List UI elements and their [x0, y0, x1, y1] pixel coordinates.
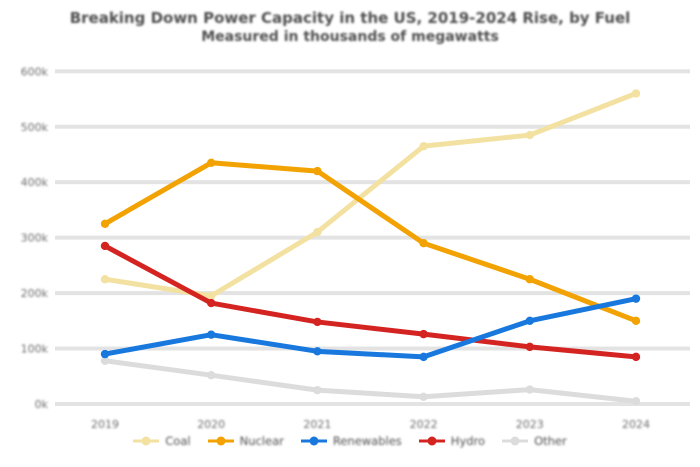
y-tick-label: 500k	[21, 121, 49, 134]
data-point-renewables	[100, 349, 110, 359]
y-tick-label: 100k	[21, 343, 49, 356]
legend-label: Hydro	[450, 434, 486, 448]
data-point-hydro	[207, 298, 216, 308]
legend-label: Coal	[165, 434, 191, 448]
data-point-hydro	[100, 241, 110, 251]
x-tick-label: 2024	[622, 418, 650, 431]
gridline	[55, 402, 690, 406]
chart-title: Breaking Down Power Capacity in the US, …	[0, 8, 700, 46]
legend-line-icon	[502, 436, 529, 446]
legend-item-other: Other	[502, 434, 567, 448]
gridline	[55, 180, 690, 185]
y-tick-label: 0k	[35, 398, 49, 411]
data-point-nuclear	[419, 238, 428, 248]
data-point-nuclear	[207, 158, 216, 167]
chart-legend: Coal Nuclear Renewables Hydro Other	[0, 434, 700, 448]
gridline	[55, 124, 690, 129]
data-point-hydro	[313, 317, 322, 327]
data-point-nuclear	[313, 166, 322, 176]
x-tick-label: 2020	[197, 418, 225, 431]
x-tick-label: 2019	[91, 418, 119, 431]
data-point-coal	[631, 89, 641, 98]
data-point-coal	[419, 141, 428, 151]
data-point-renewables	[525, 316, 534, 326]
y-tick-label: 300k	[21, 232, 49, 245]
data-point-nuclear	[631, 316, 641, 326]
data-point-other	[631, 397, 641, 406]
gridline	[55, 69, 690, 74]
data-point-other	[100, 356, 110, 365]
x-tick-label: 2022	[410, 418, 438, 431]
data-point-hydro	[525, 342, 534, 352]
data-point-renewables	[207, 330, 216, 339]
data-point-renewables	[631, 294, 641, 303]
data-point-renewables	[419, 352, 428, 362]
series-line-coal	[102, 90, 639, 299]
series-line-nuclear	[102, 160, 639, 324]
chart-title-line1: Breaking Down Power Capacity in the US, …	[69, 9, 631, 27]
legend-line-icon	[300, 436, 327, 446]
data-point-other	[525, 385, 534, 394]
gridline	[55, 235, 690, 240]
legend-label: Nuclear	[239, 434, 284, 448]
legend-line-icon	[133, 436, 160, 446]
x-tick-label: 2021	[303, 418, 331, 431]
legend-line-icon	[418, 436, 445, 446]
data-point-other	[419, 392, 428, 401]
y-tick-label: 200k	[21, 287, 49, 300]
data-point-nuclear	[100, 219, 110, 228]
x-tick-label: 2023	[516, 418, 544, 431]
y-tick-label: 600k	[21, 65, 49, 78]
data-point-coal	[313, 227, 322, 237]
data-point-renewables	[313, 347, 322, 356]
data-point-coal	[207, 291, 216, 301]
legend-label: Renewables	[332, 434, 402, 448]
data-point-other	[207, 370, 216, 380]
series-line-hydro	[102, 243, 639, 360]
legend-item-coal: Coal	[133, 434, 191, 448]
legend-item-nuclear: Nuclear	[207, 434, 284, 448]
legend-item-hydro: Hydro	[418, 434, 486, 448]
data-point-coal	[525, 130, 534, 140]
legend-line-icon	[207, 436, 234, 446]
gridline	[55, 291, 690, 296]
chart-title-line2: Measured in thousands of megawatts	[201, 29, 499, 45]
data-point-coal	[100, 275, 110, 284]
y-tick-label: 400k	[21, 176, 49, 189]
data-point-nuclear	[525, 275, 534, 284]
legend-item-renewables: Renewables	[300, 434, 402, 448]
series-line-renewables	[102, 296, 639, 360]
legend-label: Other	[534, 434, 567, 448]
series-line-other	[102, 358, 639, 404]
data-point-hydro	[631, 352, 641, 362]
data-point-hydro	[419, 329, 428, 339]
data-point-other	[313, 385, 322, 395]
gridline	[55, 346, 690, 351]
